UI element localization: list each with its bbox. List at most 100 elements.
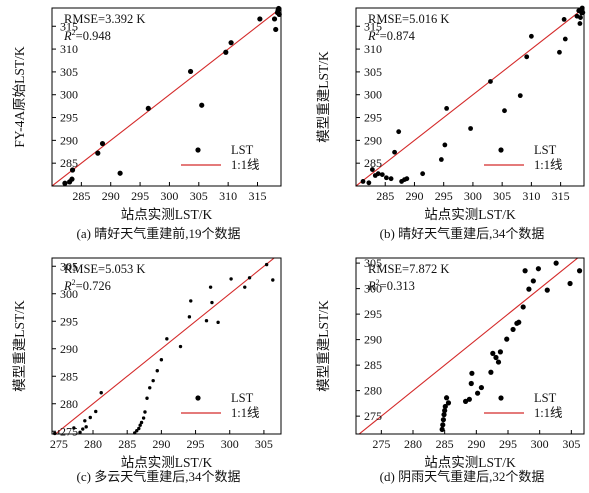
data-point <box>504 336 510 342</box>
data-point <box>440 417 446 423</box>
data-point <box>99 140 106 147</box>
y-tick-label: 285 <box>364 156 382 170</box>
legend-label-points: LST <box>534 391 557 405</box>
data-point <box>469 370 475 376</box>
data-point <box>441 412 447 418</box>
data-point <box>148 386 152 390</box>
legend-label-line: 1:1线 <box>534 158 563 172</box>
data-point <box>95 150 101 156</box>
data-point <box>544 287 550 293</box>
x-tick-label: 305 <box>493 189 511 203</box>
x-tick-label: 315 <box>249 189 267 203</box>
data-point <box>478 384 484 391</box>
data-point <box>145 105 151 112</box>
legend-point-marker <box>498 395 504 401</box>
data-point <box>117 170 123 176</box>
data-point <box>526 286 532 292</box>
y-tick-label: 275 <box>60 424 78 438</box>
data-point <box>462 398 469 404</box>
x-tick-label: 315 <box>552 189 570 203</box>
data-point <box>199 102 205 108</box>
x-tick-label: 275 <box>50 437 68 451</box>
legend-point-marker <box>195 395 201 401</box>
data-point <box>578 15 583 20</box>
data-point <box>404 176 410 182</box>
y-tick-label: 295 <box>60 314 78 328</box>
data-point <box>442 403 448 410</box>
data-point <box>497 349 503 355</box>
data-point <box>442 142 448 148</box>
data-point <box>445 400 452 406</box>
legend-label-line: 1:1线 <box>534 406 563 420</box>
data-point <box>133 431 137 435</box>
data-point <box>360 179 366 184</box>
data-point <box>475 390 481 396</box>
data-point <box>69 176 75 182</box>
legend-label-line: 1:1线 <box>231 406 260 420</box>
data-point <box>510 326 516 333</box>
legend-point-marker <box>195 147 201 153</box>
x-tick-label: 300 <box>160 189 178 203</box>
x-axis-label: 站点实测LST/K <box>424 207 516 222</box>
data-point <box>557 49 562 55</box>
panel-caption: (d) 阴雨天气重建后,32个数据 <box>380 469 545 484</box>
data-point <box>528 33 534 39</box>
y-tick-label: 290 <box>60 342 78 356</box>
data-point <box>444 106 450 111</box>
y-tick-label: 285 <box>364 358 382 372</box>
y-tick-label: 290 <box>60 133 78 147</box>
data-point <box>392 149 397 155</box>
data-point <box>522 268 528 274</box>
x-axis-label: 站点实测LST/K <box>121 207 213 222</box>
data-point <box>143 410 147 414</box>
y-tick-label: 310 <box>364 42 382 56</box>
data-point <box>375 171 381 177</box>
data-point <box>257 16 263 22</box>
data-point <box>204 319 209 323</box>
x-tick-label: 285 <box>118 437 136 451</box>
x-tick-label: 305 <box>255 437 273 451</box>
x-tick-label: 285 <box>436 437 454 451</box>
data-point <box>495 359 502 365</box>
data-point <box>53 431 57 436</box>
data-point <box>562 36 568 42</box>
rmse-label: RMSE=5.053 K <box>64 262 145 276</box>
data-point <box>229 277 233 281</box>
r2-label: R2=0.874 <box>367 28 416 43</box>
y-tick-label: 300 <box>60 287 78 301</box>
y-tick-label: 310 <box>60 42 78 56</box>
legend-label-line: 1:1线 <box>231 158 260 172</box>
data-point <box>369 167 375 172</box>
y-axis-label: 模型重建LST/K <box>12 300 27 392</box>
x-tick-label: 285 <box>376 189 394 203</box>
data-point <box>137 426 141 431</box>
rmse-label: RMSE=3.392 K <box>64 12 145 26</box>
data-point <box>439 426 445 433</box>
rmse-label: RMSE=5.016 K <box>368 12 449 26</box>
y-axis-label: FY-4A原始LST/K <box>12 46 27 148</box>
data-point <box>520 304 526 310</box>
plot-frame <box>355 257 585 435</box>
data-point <box>84 425 88 429</box>
legend-label-points: LST <box>534 143 557 157</box>
data-point <box>490 350 496 356</box>
data-point <box>379 172 385 177</box>
y-tick-label: 275 <box>364 409 382 423</box>
data-point <box>561 17 567 22</box>
data-point <box>440 422 446 428</box>
data-point <box>69 167 76 173</box>
data-point <box>466 396 472 402</box>
y-tick-label: 295 <box>364 111 382 125</box>
r2-label: R2=0.726 <box>63 278 111 293</box>
plot-frame <box>355 7 585 187</box>
legend-point-marker <box>498 147 504 153</box>
chart-panel-2: 285 290 295 300 305 310 315 285 290 295 300 305 310 3… <box>316 5 586 241</box>
data-point <box>62 180 68 186</box>
data-point <box>223 49 229 55</box>
x-tick-label: 305 <box>562 437 580 451</box>
x-axis-label: 站点实测LST/K <box>424 455 516 470</box>
data-point <box>155 369 159 373</box>
data-point <box>78 430 82 435</box>
data-point <box>138 423 142 427</box>
panel-caption: (b) 晴好天气重建后,34个数据 <box>380 226 545 241</box>
